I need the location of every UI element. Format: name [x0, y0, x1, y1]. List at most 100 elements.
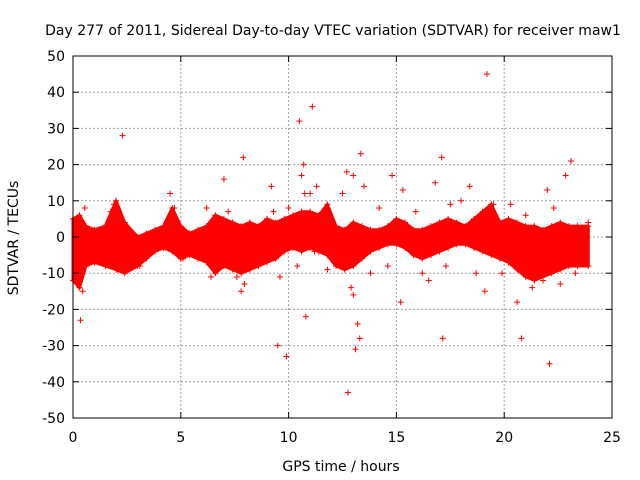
band-lower-point [358, 255, 365, 262]
band-lower-point [574, 262, 581, 269]
band-lower-point [462, 241, 469, 248]
y-tick-label: -40 [42, 375, 65, 391]
data-point [241, 281, 248, 288]
band-upper-point [505, 215, 512, 222]
band-lower-point [445, 244, 452, 251]
data-point [522, 212, 529, 219]
band-upper-point [419, 226, 426, 233]
data-point [233, 273, 240, 280]
data-point [107, 208, 114, 215]
data-point [376, 205, 383, 212]
data-point [301, 190, 308, 197]
band-lower-point [384, 241, 391, 248]
band-upper-point [453, 219, 460, 226]
x-tick-label: 10 [280, 430, 298, 446]
band-upper-point [540, 226, 547, 233]
band-lower-point [203, 259, 210, 266]
band-lower-point [272, 255, 279, 262]
data-point [294, 262, 301, 269]
data-point [79, 288, 86, 295]
data-point [255, 262, 262, 269]
data-point [110, 201, 117, 208]
y-axis-label: SDTVAR / TECUs [6, 181, 22, 296]
data-points-layer [75, 71, 592, 396]
data-point [136, 262, 143, 269]
data-point [357, 150, 364, 157]
band-upper-point [376, 226, 383, 233]
data-point [225, 208, 232, 215]
band-upper-point [471, 215, 478, 222]
band-upper-point [177, 223, 184, 230]
band-lower-point [531, 277, 538, 284]
data-point [490, 201, 497, 208]
band-upper-point [91, 226, 98, 233]
data-point [270, 208, 277, 215]
data-band [71, 199, 590, 290]
data-point [442, 262, 449, 269]
y-tick-label: 0 [56, 230, 65, 246]
band-upper-point [574, 223, 581, 230]
band-upper-point [255, 223, 262, 230]
data-point [179, 255, 186, 262]
data-point [384, 262, 391, 269]
data-point [399, 186, 406, 193]
data-point [348, 284, 355, 291]
data-point [367, 270, 374, 277]
data-point [307, 190, 314, 197]
data-point [397, 299, 404, 306]
data-point [283, 353, 290, 360]
data-point [339, 190, 346, 197]
band-upper-point [195, 226, 202, 233]
band-upper-point [427, 223, 434, 230]
band-lower-point [289, 244, 296, 251]
data-point [75, 281, 82, 288]
band-lower-point [427, 252, 434, 259]
data-point [458, 197, 465, 204]
data-point [285, 205, 292, 212]
band-lower-point [151, 248, 158, 255]
band-upper-point [350, 219, 357, 226]
data-point [171, 205, 178, 212]
data-point [529, 284, 536, 291]
band-lower-point [453, 241, 460, 248]
band-upper-point [203, 223, 210, 230]
y-tick-label: -50 [42, 411, 65, 427]
band-lower-point [82, 262, 89, 269]
data-point [350, 291, 357, 298]
data-point [313, 183, 320, 190]
band-lower-point [402, 244, 409, 251]
band-upper-point [548, 223, 555, 230]
band-lower-point [324, 252, 331, 259]
data-point [119, 132, 126, 139]
band-lower-point [514, 266, 521, 273]
band-lower-point [505, 259, 512, 266]
data-point [447, 201, 454, 208]
data-point [562, 172, 569, 179]
band-upper-point [324, 201, 331, 208]
band-lower-point [496, 255, 503, 262]
x-tick-label: 25 [603, 430, 621, 446]
band-upper-point [358, 223, 365, 230]
band-lower-point [436, 248, 443, 255]
band-upper-point [134, 234, 141, 240]
band-upper-point [402, 219, 409, 226]
band-upper-point [238, 223, 245, 230]
band-upper-point [531, 223, 538, 230]
band-lower-point [548, 270, 555, 277]
band-lower-point [585, 262, 592, 269]
band-upper-point [281, 215, 288, 222]
band-upper-point [565, 223, 572, 230]
data-band-layer [70, 197, 592, 291]
y-tick-label: -30 [42, 339, 65, 355]
band-lower-point [220, 262, 227, 269]
x-axis-label: GPS time / hours [282, 459, 399, 475]
band-upper-point [307, 208, 314, 215]
band-lower-point [143, 255, 150, 262]
data-point [220, 176, 227, 183]
band-lower-point [419, 255, 426, 262]
data-point [356, 335, 363, 342]
x-tick-label: 20 [495, 430, 513, 446]
band-lower-point [246, 266, 253, 273]
band-lower-point [212, 270, 219, 277]
